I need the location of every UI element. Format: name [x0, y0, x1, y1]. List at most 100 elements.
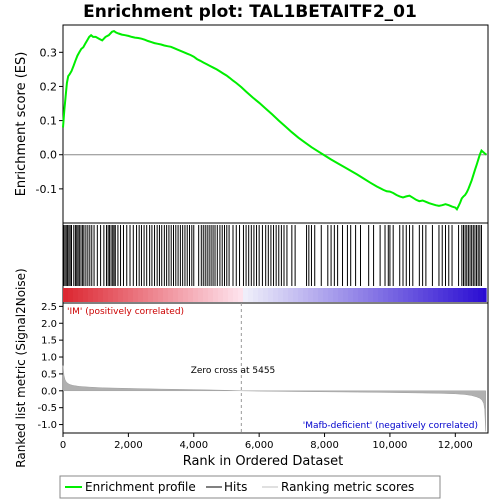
color-bar-segment: [453, 288, 459, 302]
color-bar-segment: [443, 288, 449, 302]
metric-y-tick-label: 1.5: [41, 336, 57, 347]
color-bar-segment: [213, 288, 219, 302]
color-bar-segment: [428, 288, 434, 302]
color-bar-segment: [248, 288, 254, 302]
color-bar-segment: [263, 288, 269, 302]
es-panel: -0.1 0.0 0.1 0.2 0.3 Enrichment score (ES): [14, 24, 489, 224]
legend-metric-label: Ranking metric scores: [281, 480, 414, 494]
hits-panel: [62, 222, 489, 304]
color-bar-segment: [273, 288, 279, 302]
color-bar-segment: [408, 288, 414, 302]
color-bar-segment: [138, 288, 144, 302]
color-bar-segment: [243, 288, 249, 302]
color-bar-segment: [388, 288, 394, 302]
color-bar-segment: [463, 288, 469, 302]
metric-y-tick-label: 0.0: [41, 386, 57, 397]
color-bar-segment: [483, 288, 487, 302]
color-bar-segment: [298, 288, 304, 302]
es-y-tick-label: 0.3: [40, 46, 58, 59]
hit-marks: [63, 225, 482, 286]
x-axis-ticks: 0 2,000 4,000 6,000 8,000 10,000 12,000: [60, 433, 473, 451]
x-tick-label: 0: [60, 440, 66, 451]
color-bar-segment: [338, 288, 344, 302]
es-panel-frame: [62, 24, 489, 224]
positive-annotation: 'IM' (positively correlated): [67, 307, 184, 317]
ranking-metric-area: [62, 365, 486, 432]
color-bar-segment: [133, 288, 139, 302]
color-bar-segment: [393, 288, 399, 302]
color-bar-segment: [438, 288, 444, 302]
color-bar-segment: [318, 288, 324, 302]
color-bar-segment: [353, 288, 359, 302]
color-bar-segment: [333, 288, 339, 302]
color-bar-segment: [173, 288, 179, 302]
color-bar-segment: [258, 288, 264, 302]
color-bar-segment: [88, 288, 94, 302]
es-y-tick-label: -0.1: [36, 183, 57, 196]
color-bar-segment: [278, 288, 284, 302]
color-bar-segment: [358, 288, 364, 302]
color-bar-segment: [193, 288, 199, 302]
color-bar-segment: [308, 288, 314, 302]
x-tick-label: 10,000: [372, 440, 407, 451]
color-bar-segment: [203, 288, 209, 302]
color-bar-segment: [208, 288, 214, 302]
es-y-tick-label: 0.2: [40, 80, 58, 93]
color-bar-segment: [183, 288, 189, 302]
color-bar-segment: [218, 288, 224, 302]
color-bar-segment: [158, 288, 164, 302]
color-bar-segment: [283, 288, 289, 302]
color-bar-segment: [153, 288, 159, 302]
x-axis-label: Rank in Ordered Dataset: [183, 454, 344, 469]
color-bar-segment: [223, 288, 229, 302]
metric-panel-frame: [62, 302, 489, 434]
color-bar-segment: [423, 288, 429, 302]
color-bar-segment: [473, 288, 479, 302]
color-bar-segment: [123, 288, 129, 302]
legend-frame: [59, 475, 441, 499]
color-bar-segment: [413, 288, 419, 302]
legend-enrichment-label: Enrichment profile: [85, 480, 196, 494]
color-bar-segment: [63, 288, 69, 302]
color-bar-segment: [253, 288, 259, 302]
color-bar-segment: [403, 288, 409, 302]
color-bar-segment: [98, 288, 104, 302]
metric-y-tick-label: -0.5: [37, 403, 57, 414]
color-bar-segment: [363, 288, 369, 302]
color-bar-segment: [383, 288, 389, 302]
enrichment-profile-line: [62, 29, 488, 212]
color-bar-segment: [83, 288, 89, 302]
x-tick-label: 2,000: [114, 440, 143, 451]
color-bar-segment: [228, 288, 234, 302]
color-bar-segment: [238, 288, 244, 302]
color-bar-segment: [148, 288, 154, 302]
metric-y-tick-label: 2.0: [41, 319, 57, 330]
es-y-axis-label: Enrichment score (ES): [14, 52, 29, 197]
metric-y-tick-label: 2.5: [41, 302, 57, 313]
color-bar-segment: [143, 288, 149, 302]
metric-y-tick-label: 0.5: [41, 369, 57, 380]
color-bar-segment: [468, 288, 474, 302]
color-bar-segment: [398, 288, 404, 302]
x-tick-label: 8,000: [310, 440, 339, 451]
negative-annotation: 'Mafb-deficient' (negatively correlated): [303, 421, 478, 431]
es-y-tick-label: 0.0: [40, 149, 58, 162]
color-bar-segment: [93, 288, 99, 302]
color-bar-segment: [118, 288, 124, 302]
metric-panel: -1.0 -0.5 0.0 0.5 1.0 1.5 2.0 2.5 Zero cross at…: [14, 268, 489, 468]
color-bar-segment: [198, 288, 204, 302]
es-y-tick-label: 0.1: [40, 115, 58, 128]
color-bar-segment: [313, 288, 319, 302]
metric-y-tick-label: -1.0: [37, 420, 57, 431]
color-bar-segment: [368, 288, 374, 302]
color-bar-segment: [448, 288, 454, 302]
legend: Enrichment profile Hits Ranking metric s…: [59, 475, 441, 499]
es-y-ticks: -0.1 0.0 0.1 0.2 0.3: [36, 46, 63, 196]
zero-cross-annotation: Zero cross at 5455: [191, 366, 276, 376]
color-bar-segment: [168, 288, 174, 302]
rank-color-bar: [63, 288, 487, 302]
color-bar-segment: [373, 288, 379, 302]
color-bar-segment: [113, 288, 119, 302]
color-bar-segment: [178, 288, 184, 302]
